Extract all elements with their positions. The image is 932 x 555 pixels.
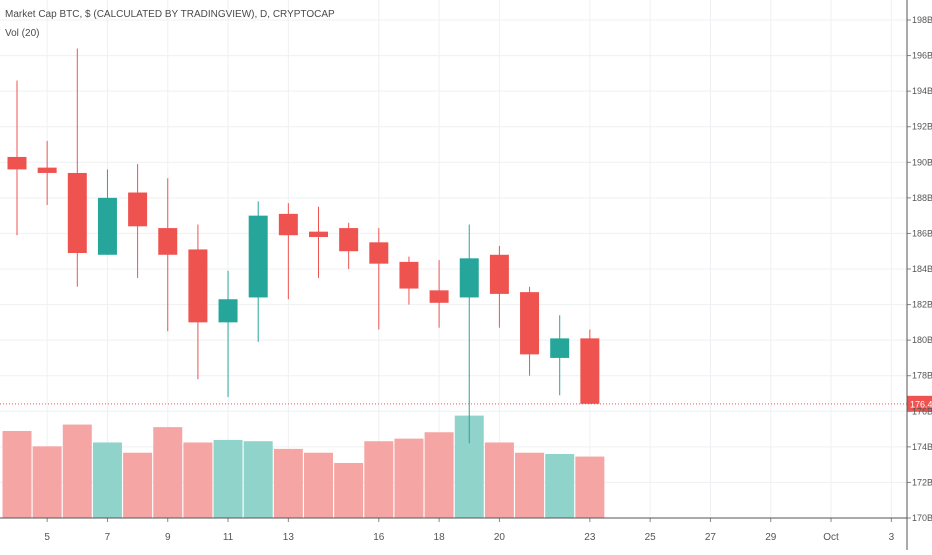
volume-bar — [62, 424, 92, 518]
y-tick-label: 176B — [912, 406, 932, 416]
x-tick-label: 25 — [645, 532, 657, 543]
x-tick-label: 3 — [889, 532, 895, 543]
y-tick-label: 182B — [912, 300, 932, 310]
volume-bar — [484, 442, 514, 518]
candle-body — [339, 228, 359, 252]
x-tick-label: 13 — [283, 532, 295, 543]
candle-body — [489, 254, 509, 294]
y-tick-label: 170B — [912, 513, 932, 523]
volume-bar — [364, 441, 394, 518]
volume-bar — [515, 452, 545, 518]
y-tick-label: 192B — [912, 122, 932, 132]
candle-body — [309, 231, 328, 237]
y-tick-label: 194B — [912, 86, 932, 96]
x-tick-label: 29 — [765, 532, 777, 543]
candle-body — [369, 242, 389, 264]
volume-bar — [304, 452, 333, 518]
last-price-line: 176.42 — [0, 395, 932, 412]
candle-body — [158, 228, 178, 255]
x-tick-label: 27 — [705, 532, 717, 543]
x-tick-label: 23 — [584, 532, 596, 543]
chart-title: Market Cap BTC, $ (CALCULATED BY TRADING… — [5, 9, 335, 20]
y-tick-label: 186B — [912, 228, 932, 238]
candle-body — [580, 338, 600, 404]
candle-body — [459, 258, 479, 298]
volume-bar — [123, 452, 153, 518]
candlesticks — [7, 48, 600, 444]
volume-bar — [334, 462, 364, 518]
last-price-label: 176.42 — [910, 399, 932, 409]
x-tick-label: 9 — [165, 532, 171, 543]
x-tick-label: 11 — [223, 532, 234, 543]
candle-body — [218, 299, 238, 323]
y-tick-label: 178B — [912, 371, 932, 381]
candle-body — [550, 338, 570, 358]
volume-bar — [394, 438, 424, 518]
volume-bar — [424, 432, 454, 518]
x-tick-label: 18 — [434, 532, 446, 543]
volume-bar — [243, 441, 273, 518]
candle-body — [7, 156, 27, 170]
candle-body — [520, 292, 540, 355]
candle-body — [37, 167, 57, 173]
candle-body — [399, 261, 419, 289]
volume-bar — [273, 448, 303, 518]
volume-bar — [213, 439, 243, 518]
last-price-tag — [907, 395, 932, 412]
candle-body — [97, 197, 117, 255]
volume-bar — [575, 456, 605, 518]
volume-bar — [32, 446, 62, 518]
volume-bar — [545, 454, 575, 518]
y-tick-label: 174B — [912, 442, 932, 452]
y-tick-label: 172B — [912, 477, 932, 487]
y-tick-label: 190B — [912, 157, 932, 167]
x-tick-label: 20 — [494, 532, 506, 543]
y-tick-label: 188B — [912, 193, 932, 203]
candle-body — [278, 213, 298, 236]
volume-bar — [153, 427, 183, 518]
volume-bar — [92, 442, 122, 518]
candle-body — [429, 290, 449, 303]
volume-bars — [2, 415, 605, 518]
candle-body — [128, 192, 148, 227]
candle-body — [248, 215, 268, 298]
y-tick-label: 180B — [912, 335, 932, 345]
y-tick-label: 184B — [912, 264, 932, 274]
y-tick-label: 198B — [912, 15, 932, 25]
x-tick-label: Oct — [823, 532, 839, 543]
y-tick-label: 196B — [912, 51, 932, 61]
candle-body — [67, 172, 87, 253]
volume-indicator-label: Vol (20) — [5, 28, 40, 39]
x-tick-label: 7 — [105, 532, 111, 543]
volume-bar — [183, 442, 213, 518]
x-tick-label: 16 — [373, 532, 385, 543]
candle-body — [188, 249, 208, 323]
volume-bar — [2, 430, 32, 518]
x-tick-label: 5 — [44, 532, 50, 543]
